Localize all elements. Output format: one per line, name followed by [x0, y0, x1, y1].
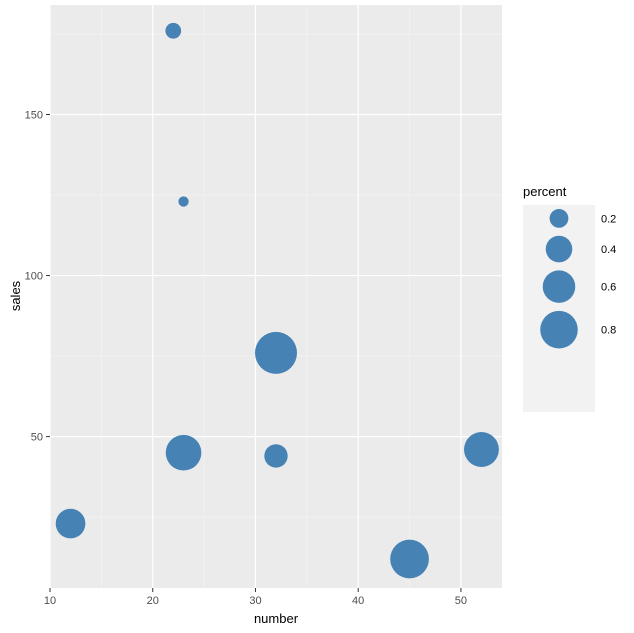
data-point: [390, 539, 429, 579]
legend-label: 0.8: [601, 325, 616, 337]
plot-panel: [50, 5, 502, 588]
legend-keys: 0.2 0.4 0.6 0.8: [523, 205, 616, 412]
legend-label: 0.4: [601, 244, 616, 256]
legend-key-circle: [540, 310, 578, 349]
major-gridlines: [49, 5, 502, 588]
data-point: [165, 434, 202, 471]
legend: percent 0.2 0.4 0.6 0.8: [523, 184, 616, 412]
data-point: [165, 22, 182, 39]
data-point: [464, 432, 499, 467]
y-tick-label: 100: [25, 271, 43, 283]
data-point: [55, 508, 86, 539]
legend-key-circle: [549, 209, 569, 228]
x-axis-ticks: 10 20 30 40 50: [44, 588, 467, 607]
y-axis-ticks: 50 100 150: [25, 110, 50, 444]
x-tick-label: 50: [455, 595, 467, 607]
legend-label: 0.6: [601, 282, 616, 294]
y-tick-label: 50: [31, 432, 43, 444]
x-axis-title: number: [254, 611, 299, 626]
data-point: [255, 331, 297, 374]
x-tick-label: 30: [249, 595, 261, 607]
legend-title: percent: [523, 184, 567, 199]
data-point: [178, 196, 189, 207]
data-points: [55, 22, 499, 579]
x-tick-label: 40: [352, 595, 364, 607]
legend-key-circle: [542, 270, 576, 303]
x-tick-label: 10: [44, 595, 56, 607]
data-point: [264, 444, 288, 468]
x-tick-label: 20: [147, 595, 159, 607]
y-axis-title: sales: [8, 280, 23, 311]
legend-key-circle: [545, 235, 573, 263]
legend-label: 0.2: [601, 213, 616, 225]
y-tick-label: 150: [25, 110, 43, 122]
